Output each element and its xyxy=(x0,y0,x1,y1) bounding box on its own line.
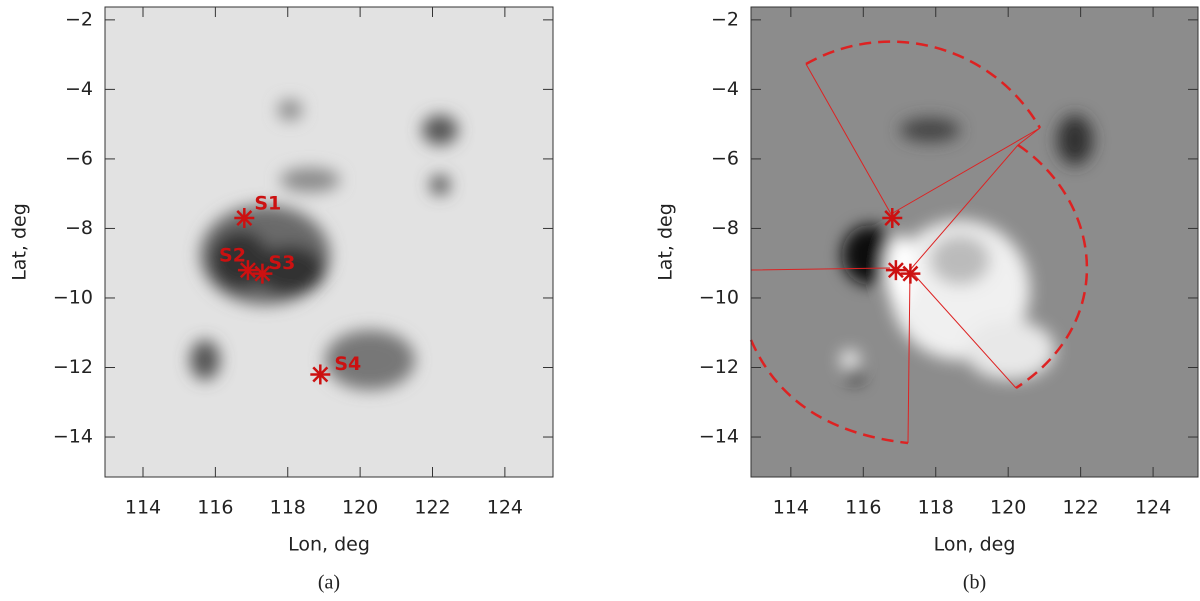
image-a xyxy=(105,7,553,477)
frame-a xyxy=(104,6,554,478)
y-tick-label: −8 xyxy=(711,217,739,239)
x-tick-label: 116 xyxy=(845,497,881,519)
star-marker xyxy=(900,263,921,284)
y-tick-label: −4 xyxy=(711,78,739,100)
sector-overlay xyxy=(749,40,1089,445)
x-tick-label: 124 xyxy=(487,497,523,519)
caption: (b) xyxy=(963,572,986,594)
y-axis-label: Lat, deg xyxy=(9,203,31,281)
x-tick-label: 122 xyxy=(414,497,450,519)
x-tick-label: 114 xyxy=(773,497,809,519)
caption: (a) xyxy=(318,572,340,594)
x-axis-label: Lon, deg xyxy=(934,534,1016,556)
point-label: S4 xyxy=(334,353,361,375)
x-tick-label: 116 xyxy=(197,497,233,519)
x-axis-label: Lon, deg xyxy=(288,534,370,556)
x-tick-label: 124 xyxy=(1135,497,1171,519)
y-tick-label: −4 xyxy=(65,78,93,100)
y-tick-label: −2 xyxy=(711,8,739,30)
x-tick-label: 120 xyxy=(342,497,378,519)
y-tick-label: −8 xyxy=(65,217,93,239)
y-tick-label: −10 xyxy=(53,286,93,308)
point-label: S2 xyxy=(219,245,246,267)
x-tick-label: 118 xyxy=(918,497,954,519)
y-tick-label: −10 xyxy=(699,286,739,308)
x-tick-label: 120 xyxy=(990,497,1026,519)
star-marker xyxy=(885,260,906,281)
y-tick-label: −2 xyxy=(65,8,93,30)
frame-b xyxy=(750,6,1199,478)
x-tick-label: 118 xyxy=(270,497,306,519)
star-marker xyxy=(234,208,255,229)
y-axis-label: Lat, deg xyxy=(655,203,677,281)
y-tick-label: −14 xyxy=(699,426,739,448)
image-b xyxy=(751,7,1198,477)
x-tick-label: 114 xyxy=(125,497,161,519)
point-label: S3 xyxy=(268,252,295,274)
y-tick-label: −6 xyxy=(711,147,739,169)
y-tick-label: −6 xyxy=(65,147,93,169)
x-tick-label: 122 xyxy=(1063,497,1099,519)
y-tick-label: −12 xyxy=(699,356,739,378)
point-label: S1 xyxy=(254,193,281,215)
star-marker xyxy=(882,208,903,229)
star-marker xyxy=(252,263,273,284)
y-tick-label: −14 xyxy=(53,426,93,448)
y-tick-label: −12 xyxy=(53,356,93,378)
star-marker xyxy=(310,364,331,385)
